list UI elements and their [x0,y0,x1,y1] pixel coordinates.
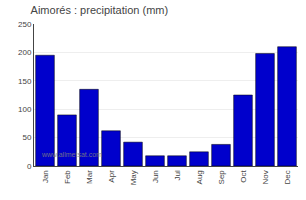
svg-text:Apr: Apr [107,170,116,183]
svg-text:Jan: Jan [41,170,50,183]
svg-text:www.allmetsat.com: www.allmetsat.com [41,151,102,158]
svg-text:Dec: Dec [283,170,292,184]
svg-text:Oct: Oct [239,169,248,182]
svg-text:Mar: Mar [85,170,94,184]
svg-text:Sep: Sep [217,170,226,185]
svg-text:0: 0 [27,162,32,171]
svg-text:May: May [129,170,138,185]
svg-text:Nov: Nov [261,170,270,184]
svg-text:200: 200 [18,48,32,57]
svg-text:Aimorés : precipitation (mm): Aimorés : precipitation (mm) [31,4,169,16]
svg-text:50: 50 [22,133,31,142]
svg-text:Aug: Aug [195,170,204,184]
svg-text:250: 250 [18,20,32,29]
svg-text:100: 100 [18,105,32,114]
svg-text:Jun: Jun [151,170,160,183]
svg-text:Feb: Feb [63,170,72,184]
svg-text:150: 150 [18,77,32,86]
svg-text:Jul: Jul [173,170,182,180]
